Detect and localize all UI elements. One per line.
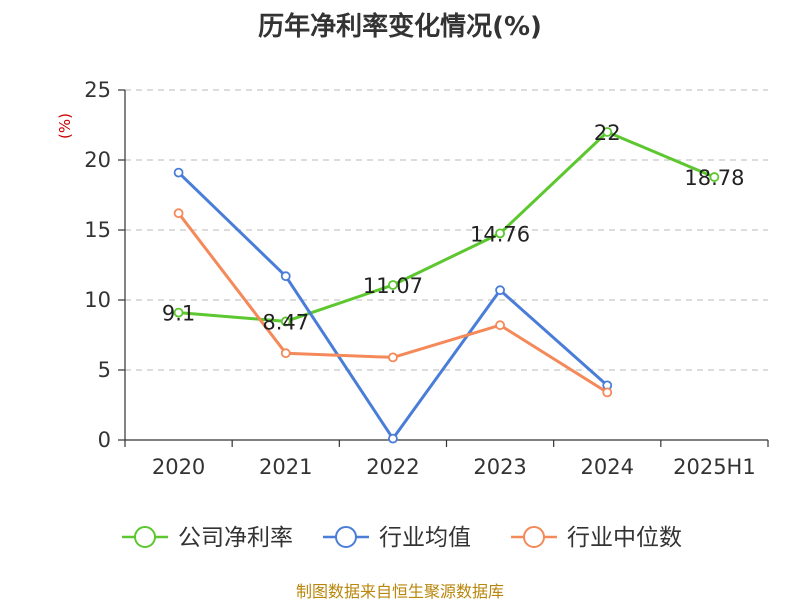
y-tick-label: 15 (84, 218, 111, 242)
data-label: 14.76 (470, 222, 530, 246)
legend-item[interactable]: 公司净利率 (122, 525, 293, 551)
data-point (388, 280, 398, 290)
data-point (495, 228, 505, 239)
x-tick-label: 2020 (152, 455, 205, 479)
legend-item[interactable]: 行业中位数 (511, 525, 682, 551)
x-tick-label: 2025H1 (673, 455, 756, 479)
data-label: 22 (594, 121, 621, 145)
legend-swatch-marker (134, 526, 156, 548)
y-tick-label: 25 (84, 78, 111, 102)
legend-label: 行业中位数 (567, 525, 682, 551)
y-axis-label: (%) (56, 113, 74, 139)
data-point (495, 285, 505, 296)
x-tick-label: 2024 (581, 455, 634, 479)
data-point (173, 167, 184, 178)
data-point (388, 352, 398, 363)
data-label: 8.47 (262, 310, 309, 334)
data-point (173, 208, 184, 219)
legend-label: 公司净利率 (178, 525, 293, 551)
data-point (280, 316, 291, 327)
x-tick-label: 2021 (259, 455, 312, 479)
data-labels: 9.1 8.47 11.07 14.76 22 18.78 (162, 121, 745, 334)
legend-label: 行业均值 (379, 525, 471, 551)
data-point (280, 348, 291, 359)
data-point (495, 320, 505, 331)
data-point (173, 307, 184, 318)
data-point (602, 387, 613, 398)
legend-swatch-marker (523, 526, 545, 548)
series-group (173, 127, 720, 444)
data-point (280, 271, 291, 282)
series-line (177, 171, 609, 441)
data-point (709, 172, 720, 182)
chart-title: 历年净利率变化情况(%) (258, 12, 542, 42)
legend: 公司净利率 行业均值 行业中位数 (122, 525, 682, 551)
data-point (388, 433, 398, 444)
source-note: 制图数据来自恒生聚源数据库 (295, 582, 504, 601)
data-label: 9.1 (162, 302, 195, 326)
grid-lines (125, 89, 768, 371)
x-tick-label: 2022 (366, 455, 419, 479)
data-point (602, 127, 613, 137)
y-tick-label: 20 (84, 148, 111, 172)
y-tick-label: 5 (98, 358, 111, 382)
axes: 0 5 10 15 20 25 2020 2021 2022 2023 2024 2025H1 (84, 78, 769, 479)
y-tick-label: 10 (84, 288, 111, 312)
series-line (177, 212, 609, 394)
data-label: 18.78 (684, 166, 744, 190)
data-label: 11.07 (363, 274, 423, 298)
x-tick-label: 2023 (473, 455, 526, 479)
legend-swatch-marker (335, 526, 357, 548)
legend-item[interactable]: 行业均值 (323, 525, 471, 551)
series-line (178, 130, 715, 323)
y-tick-label: 0 (98, 428, 111, 452)
